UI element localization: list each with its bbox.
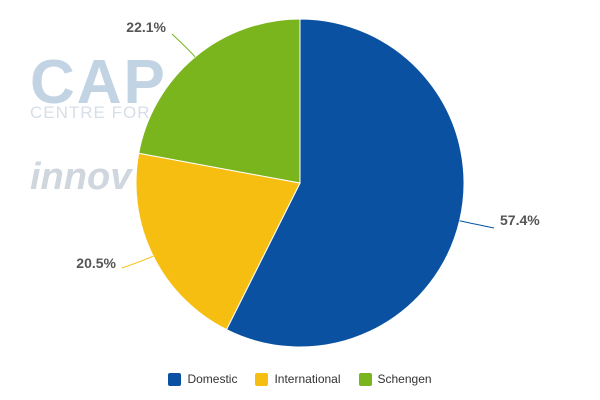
- legend-swatch-schengen: [358, 372, 372, 386]
- connector-line-domestic: [459, 220, 495, 229]
- connector-line-international: [121, 255, 154, 269]
- connector-line-schengen: [171, 33, 196, 58]
- data-label-international: 20.5%: [76, 255, 116, 271]
- legend-item-domestic[interactable]: Domestic: [168, 372, 237, 386]
- watermark-innovation: innov: [30, 156, 132, 198]
- legend-swatch-domestic: [168, 372, 182, 386]
- legend-label-international: International: [274, 372, 341, 386]
- legend-swatch-international: [255, 372, 269, 386]
- legend-item-schengen[interactable]: Schengen: [358, 372, 432, 386]
- legend-label-schengen: Schengen: [377, 372, 432, 386]
- legend-label-domestic: Domestic: [187, 372, 238, 386]
- data-label-domestic: 57.4%: [500, 212, 540, 228]
- data-label-schengen: 22.1%: [126, 19, 166, 35]
- legend-item-international[interactable]: International: [255, 372, 341, 386]
- legend: Domestic International Schengen: [0, 372, 600, 386]
- watermark-subtitle: CENTRE FOR: [30, 103, 151, 122]
- watermark-logo: CAP: [30, 48, 167, 117]
- pie-slice-domestic[interactable]: [225, 18, 465, 348]
